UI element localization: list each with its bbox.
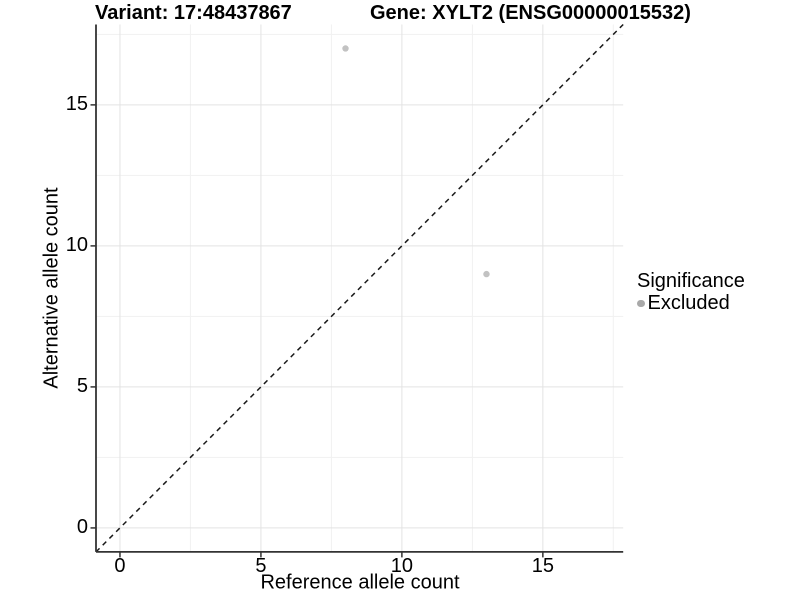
legend-title: Significance bbox=[637, 270, 745, 292]
y-tick-label: 5 bbox=[76, 375, 88, 398]
legend-key-dot-icon bbox=[637, 299, 645, 308]
x-tick-label: 5 bbox=[255, 555, 267, 577]
identity-reference-line bbox=[95, 23, 624, 553]
data-point bbox=[483, 270, 490, 278]
legend-item-excluded: Excluded bbox=[637, 293, 745, 314]
y-tick-label: 0 bbox=[76, 516, 88, 539]
legend: Significance Excluded bbox=[637, 270, 745, 314]
y-axis-title: Alternative allele count bbox=[40, 187, 63, 389]
data-point bbox=[342, 45, 349, 52]
legend-item-label: Excluded bbox=[647, 292, 730, 314]
x-tick-label: 0 bbox=[114, 555, 126, 577]
y-tick-label: 15 bbox=[65, 93, 88, 116]
y-tick-label: 10 bbox=[65, 234, 88, 257]
plot-title-gene: Gene: XYLT2 (ENSG00000015532) bbox=[370, 2, 691, 24]
x-tick-label: 15 bbox=[531, 555, 554, 577]
plot-title-variant: Variant: 17:48437867 bbox=[95, 2, 292, 24]
x-tick-label: 10 bbox=[390, 555, 413, 577]
x-axis-title: Reference allele count bbox=[260, 571, 460, 594]
